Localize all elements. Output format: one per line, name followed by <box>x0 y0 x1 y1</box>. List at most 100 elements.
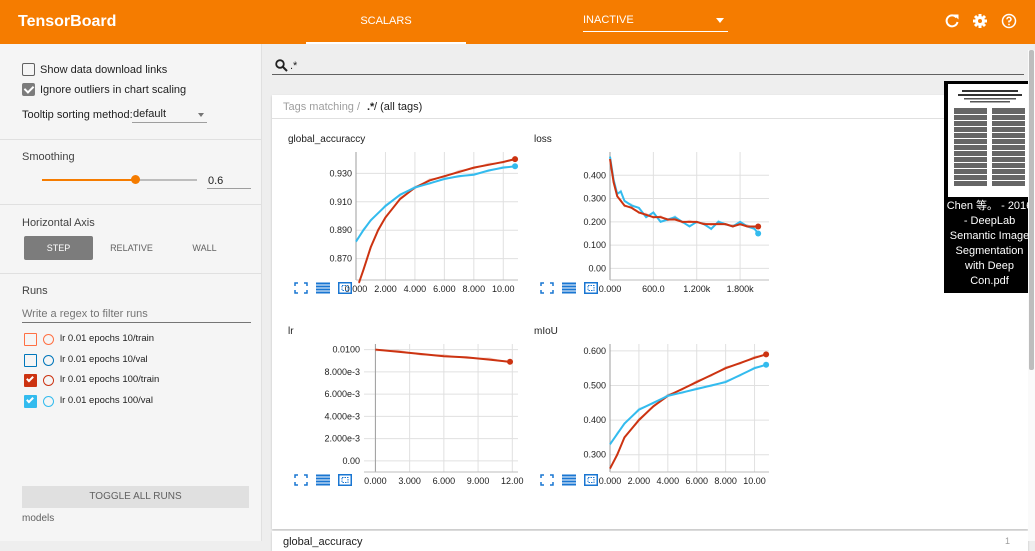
chart-miou: mIoU 0.000 2.000 4.000 6.000 8.000 10.00 0.300 0… <box>530 322 775 512</box>
chevron-down-icon <box>716 18 724 23</box>
fit-domain-icon[interactable] <box>584 474 598 486</box>
fit-domain-icon[interactable] <box>338 474 352 486</box>
expand-icon[interactable] <box>540 282 554 294</box>
search-icon <box>275 59 288 72</box>
series-raw-line <box>609 365 767 446</box>
run-color-icon[interactable] <box>43 334 54 345</box>
tags-prefix: Tags matching / <box>283 101 361 113</box>
y-tick-label: 0.910 <box>329 197 352 207</box>
series-raw-line <box>358 157 516 285</box>
data-toggle-icon-bar <box>562 483 576 486</box>
y-tick-label: 8.000e-3 <box>324 367 360 377</box>
chart-title: mIoU <box>534 326 558 337</box>
x-tick-label: 10.00 <box>492 284 515 294</box>
show-download-label: Show data download links <box>40 64 168 76</box>
data-toggle-icon[interactable] <box>562 474 576 486</box>
tooltip-sorting-select[interactable]: default <box>132 106 207 123</box>
run-color-icon[interactable] <box>43 395 54 407</box>
settings-icon[interactable] <box>972 13 988 29</box>
run-row[interactable]: lr 0.01 epochs 100/train <box>0 373 262 389</box>
data-toggle-icon-bar <box>562 288 576 291</box>
series-line <box>609 353 767 470</box>
horizontal-axis-title: Horizontal Axis <box>22 217 95 229</box>
y-tick-label: 0.400 <box>583 170 606 180</box>
pdf-page-preview <box>954 90 1025 186</box>
fit-domain-icon-inner <box>587 285 595 291</box>
run-row[interactable]: lr 0.01 epochs 100/val <box>0 394 262 410</box>
y-tick-label: 0.930 <box>329 168 352 178</box>
x-tick-label: 2.000 <box>628 476 651 486</box>
y-tick-label: 0.00 <box>342 456 360 466</box>
series-line <box>375 348 511 363</box>
pdf-preview-popup[interactable]: Chen 等。 - 2016 - DeepLab Semantic Image … <box>944 81 1035 293</box>
x-tick-label: 600.0 <box>642 284 665 294</box>
help-icon[interactable] <box>1001 13 1017 29</box>
refresh-icon[interactable] <box>944 13 960 29</box>
axis-wall-button[interactable]: WALL <box>192 243 217 253</box>
tag-search-input[interactable]: .* <box>290 60 298 72</box>
x-tick-label: 8.000 <box>714 476 737 486</box>
run-row[interactable]: lr 0.01 epochs 10/train <box>0 332 262 348</box>
next-tag-card[interactable]: global_accuracy 1 <box>272 531 1028 551</box>
ignore-outliers-checkbox[interactable] <box>22 83 35 96</box>
series-endpoint <box>755 223 762 230</box>
series-endpoint <box>763 351 770 358</box>
expand-icon-shape <box>540 282 554 294</box>
run-row[interactable]: lr 0.01 epochs 10/val <box>0 353 262 369</box>
x-tick-label: 0.000 <box>599 476 622 486</box>
data-toggle-icon[interactable] <box>316 282 330 294</box>
top-app-bar: TensorBoard SCALARS INACTIVE <box>0 0 1035 44</box>
scrollbar-thumb[interactable] <box>1029 50 1034 370</box>
expand-icon[interactable] <box>294 474 308 486</box>
run-checkbox[interactable] <box>24 333 37 346</box>
tags-regex: .* <box>367 101 375 113</box>
x-tick-label: 6.000 <box>433 284 456 294</box>
y-tick-label: 0.200 <box>583 217 606 227</box>
smoothing-slider-handle[interactable] <box>130 175 140 184</box>
run-checkbox[interactable] <box>24 374 37 387</box>
smoothing-input[interactable]: 0.6 <box>207 173 251 189</box>
smoothing-slider-track[interactable] <box>42 175 197 184</box>
x-tick-label: 12.00 <box>501 476 524 486</box>
fit-domain-icon[interactable] <box>338 282 352 294</box>
mode-dropdown[interactable]: INACTIVE <box>583 14 728 32</box>
smoothing-value: 0.6 <box>208 175 224 187</box>
fit-domain-icon[interactable] <box>584 282 598 294</box>
data-toggle-icon[interactable] <box>316 474 330 486</box>
toggle-all-runs-button[interactable]: TOGGLE ALL RUNS <box>22 486 249 508</box>
axis-relative-button[interactable]: RELATIVE <box>110 243 153 253</box>
x-tick-label: 1.800k <box>727 284 755 294</box>
data-toggle-icon[interactable] <box>562 282 576 294</box>
chart-lr: lr 0.000 3.000 6.000 9.000 12.00 0.00 2.000e-3 4… <box>284 322 524 512</box>
data-toggle-icon-bar <box>316 477 330 480</box>
data-toggle-icon-bar <box>316 291 330 294</box>
x-tick-label: 8.000 <box>463 284 486 294</box>
runs-title: Runs <box>22 285 48 297</box>
runs-filter-input[interactable]: Write a regex to filter runs <box>22 306 251 323</box>
tags-card-header[interactable]: Tags matching / .* / (all tags) <box>272 95 1028 119</box>
chevron-down-icon <box>198 113 204 117</box>
series-raw-line <box>609 355 767 470</box>
show-download-checkbox[interactable] <box>22 63 35 76</box>
smoothing-title: Smoothing <box>22 151 75 163</box>
x-tick-label: 0.000 <box>364 476 387 486</box>
pdf-caption: Chen 等。 - 2016 - DeepLab Semantic Image … <box>946 200 1033 287</box>
run-checkbox[interactable] <box>24 353 37 367</box>
x-tick-label: 0.000 <box>345 284 368 294</box>
axis-step-button[interactable]: STEP <box>24 236 93 260</box>
series-line <box>355 165 516 243</box>
horizontal-axis-section <box>0 204 262 205</box>
chart-plot: 0.000 3.000 6.000 9.000 12.00 0.00 2.000e-3 4.0… <box>324 344 524 486</box>
run-color-icon[interactable] <box>43 354 54 366</box>
y-tick-label: 4.000e-3 <box>324 411 360 421</box>
fit-domain-icon-frame <box>338 474 352 486</box>
run-checkbox[interactable] <box>24 394 37 408</box>
x-tick-label: 2.000 <box>374 284 397 294</box>
x-tick-label: 1.200k <box>683 284 711 294</box>
run-color-icon[interactable] <box>43 375 54 386</box>
x-tick-label: 0.000 <box>599 284 622 294</box>
expand-icon[interactable] <box>294 282 308 294</box>
x-tick-label: 6.000 <box>685 476 708 486</box>
expand-icon[interactable] <box>540 474 554 486</box>
tab-scalars[interactable]: SCALARS <box>306 0 466 44</box>
